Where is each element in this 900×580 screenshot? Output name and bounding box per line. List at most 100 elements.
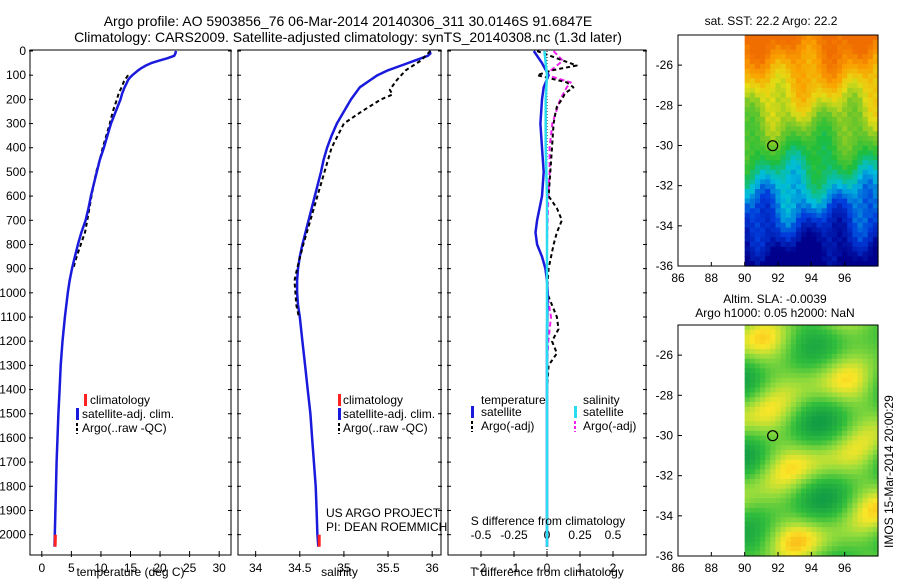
sst-cell: [831, 256, 838, 262]
sst-cell: [862, 160, 869, 166]
sst-cell: [749, 39, 756, 46]
sla-cell: [754, 551, 761, 557]
sla-cell: [754, 402, 761, 408]
sla-cell: [785, 493, 792, 499]
sla-cell: [867, 483, 874, 490]
sla-cell: [872, 368, 879, 374]
sla-cell: [862, 377, 869, 384]
sst-cell: [852, 193, 859, 200]
sst-cell: [831, 150, 838, 156]
sla-cell: [749, 464, 756, 470]
sst-cell: [801, 208, 807, 214]
sla-cell: [852, 493, 859, 499]
sst-cell: [852, 256, 859, 262]
sla-cell: [857, 459, 864, 466]
sla-cell: [795, 426, 802, 432]
sst-cell: [862, 116, 869, 123]
sla-cell: [852, 349, 859, 355]
sla-cell: [842, 358, 848, 365]
sla-cell: [811, 382, 818, 389]
sla-cell: [826, 546, 833, 552]
sst-cell: [852, 78, 859, 84]
sla-cell: [806, 339, 812, 345]
sla-cell: [765, 377, 771, 384]
sla-cell: [749, 329, 756, 336]
sla-cell: [744, 344, 751, 350]
sst-cell: [749, 78, 756, 84]
sla-cell: [852, 363, 859, 369]
sla-cell: [872, 373, 879, 379]
sst-cell: [842, 126, 848, 132]
sla-cell: [852, 426, 859, 432]
sla-cell: [760, 488, 766, 495]
sla-cell: [821, 349, 828, 355]
sst-cell: [765, 227, 771, 233]
sla-cell: [770, 411, 777, 418]
sla-cell: [867, 353, 874, 360]
sla-cell: [780, 435, 787, 442]
y-tick-label: 300: [6, 117, 26, 131]
sla-cell: [806, 546, 812, 552]
sst-cell: [831, 39, 838, 46]
sla-cell: [826, 517, 833, 523]
sst-cell: [842, 150, 848, 156]
sla-cell: [744, 464, 751, 470]
sst-cell: [862, 126, 869, 132]
sst-cell: [867, 179, 874, 185]
sst-cell: [775, 213, 782, 219]
sla-cell: [821, 493, 828, 499]
sst-cell: [857, 145, 864, 152]
sst-cell: [790, 35, 797, 41]
sst-cell: [790, 92, 797, 99]
y-tick-label: 500: [6, 165, 26, 179]
map-x-tick-label: 86: [671, 561, 685, 575]
sla-cell: [765, 392, 771, 398]
sla-cell: [867, 479, 874, 485]
sst-cell: [780, 179, 787, 185]
sla-cell: [749, 503, 756, 509]
x-tick-label: 30: [212, 561, 226, 575]
sla-cell: [821, 402, 828, 408]
legend-label-satellite: satellite-adj. clim.: [82, 407, 174, 421]
sla-cell: [795, 397, 802, 403]
sst-cell: [744, 121, 751, 128]
sla-cell: [754, 334, 761, 341]
sst-cell: [801, 169, 807, 176]
sst-cell: [765, 126, 771, 132]
sla-cell: [811, 450, 818, 456]
sst-cell: [780, 121, 787, 128]
sla-cell: [862, 334, 869, 341]
sla-cell: [785, 498, 792, 504]
sla-cell: [816, 426, 823, 432]
sla-cell: [836, 459, 843, 466]
sla-cell: [770, 363, 777, 369]
sst-cell: [754, 246, 761, 253]
sst-cell: [770, 121, 777, 128]
map-y-tick-label: -36: [656, 549, 674, 563]
sla-cell: [872, 503, 879, 509]
sst-cell: [801, 44, 807, 51]
sst-cell: [811, 193, 818, 200]
sst-cell: [801, 92, 807, 99]
x-tick-label: 2: [610, 561, 617, 575]
sst-cell: [852, 68, 859, 75]
sla-cell: [821, 430, 828, 437]
sla-cell: [806, 469, 812, 475]
sst-cell: [790, 150, 797, 156]
sla-map-subtitle: Argo h1000: 0.05 h2000: NaN: [695, 306, 854, 320]
sla-cell: [760, 469, 766, 475]
sst-cell: [831, 126, 838, 132]
sla-cell: [862, 498, 869, 504]
sla-cell: [872, 507, 879, 514]
sla-cell: [744, 531, 751, 538]
sst-cell: [847, 232, 853, 238]
sst-cell: [785, 217, 792, 224]
sst-cell: [770, 241, 777, 248]
sst-cell: [821, 145, 828, 152]
sla-cell: [826, 445, 833, 451]
sst-cell: [857, 136, 864, 142]
sst-cell: [831, 63, 838, 70]
sst-cell: [749, 102, 756, 108]
sst-cell: [801, 193, 807, 200]
sst-cell: [831, 193, 838, 200]
